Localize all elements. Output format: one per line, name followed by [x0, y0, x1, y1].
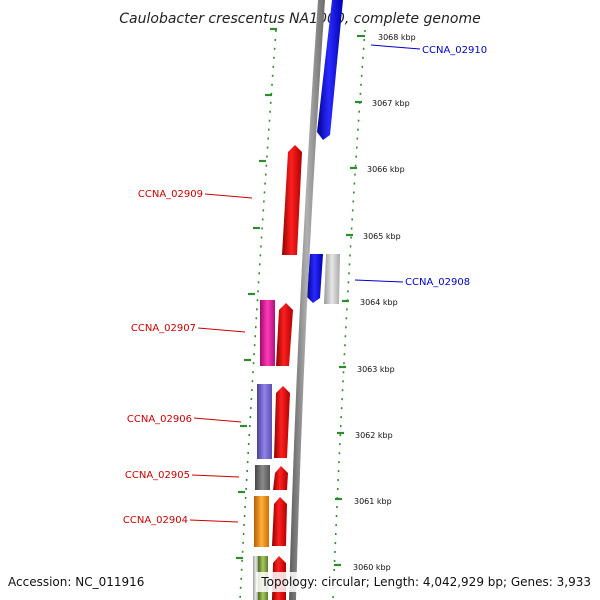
gene-feature-dark-grey[interactable] — [255, 465, 270, 490]
gene-label-connector — [193, 417, 242, 423]
gene-feature-grey[interactable] — [324, 254, 340, 304]
scale-tick-label: 3061 kbp — [354, 497, 392, 506]
gene-label-ccna-02906[interactable]: CCNA_02906 — [127, 414, 192, 425]
gene-label-ccna-02909[interactable]: CCNA_02909 — [138, 189, 203, 200]
footer-background — [256, 572, 594, 592]
gene-feature-ccna-02909[interactable] — [282, 145, 302, 255]
gene-label-ccna-02905[interactable]: CCNA_02905 — [125, 470, 190, 481]
gene-label-connector — [354, 279, 404, 283]
scale-tick-marks — [236, 27, 365, 567]
scale-tick-label: 3060 kbp — [353, 563, 391, 572]
scale-tick-label: 3063 kbp — [357, 365, 395, 374]
gene-feature-magenta[interactable] — [260, 300, 275, 366]
scale-tick-label: 3065 kbp — [363, 232, 401, 241]
outer-scale-ring — [332, 29, 366, 600]
scale-tick-label: 3066 kbp — [367, 165, 405, 174]
genome-backbone — [289, 0, 325, 600]
genome-summary-text: Topology: circular; Length: 4,042,929 bp… — [260, 575, 591, 589]
gene-label-connector — [189, 519, 239, 523]
scale-tick-label: 3064 kbp — [360, 298, 398, 307]
gene-label-connector — [370, 44, 421, 50]
map-title: Caulobacter crescentus NA1000, complete … — [119, 11, 480, 27]
gene-feature-orange[interactable] — [254, 496, 269, 547]
scale-tick-label: 3067 kbp — [372, 99, 410, 108]
gene-label-connector — [191, 474, 240, 478]
gene-label-connector — [204, 193, 253, 199]
gene-feature-ccna-02905[interactable] — [273, 466, 288, 490]
gene-feature-ccna-02910[interactable] — [317, 0, 343, 140]
gene-feature-ccna-02908[interactable] — [307, 254, 323, 303]
scale-tick-label: 3062 kbp — [355, 431, 393, 440]
gene-feature-ccna-02906[interactable] — [274, 386, 290, 458]
gene-label-ccna-02904[interactable]: CCNA_02904 — [123, 515, 188, 526]
gene-feature-ccna-02907[interactable] — [276, 303, 293, 366]
gene-label-connector — [197, 327, 246, 333]
gene-label-ccna-02907[interactable]: CCNA_02907 — [131, 323, 196, 334]
gene-feature-ccna-02904[interactable] — [272, 497, 287, 546]
scale-tick-label: 3068 kbp — [378, 33, 416, 42]
accession-text: Accession: NC_011916 — [8, 575, 144, 589]
scale-tick-labels: 3068 kbp 3067 kbp 3066 kbp 3065 kbp 3064… — [353, 33, 416, 572]
gene-feature-grey-bottom[interactable] — [253, 556, 258, 600]
gene-label-ccna-02908[interactable]: CCNA_02908 — [405, 277, 470, 288]
gene-feature-slate[interactable] — [257, 384, 272, 459]
gene-label-ccna-02910[interactable]: CCNA_02910 — [422, 45, 487, 56]
